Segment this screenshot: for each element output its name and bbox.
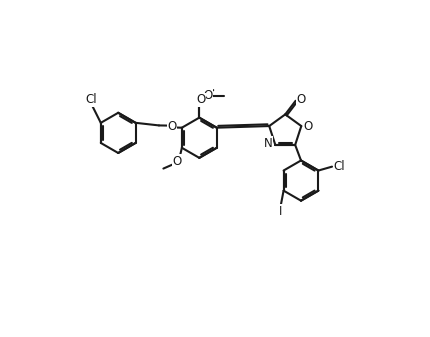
Text: O: O [172,155,181,168]
Text: O: O [304,120,313,132]
Text: Cl: Cl [333,160,345,173]
Text: Cl: Cl [85,93,97,106]
Text: O: O [167,120,177,133]
Text: O: O [196,93,206,106]
Text: I: I [280,205,283,218]
Text: O: O [297,93,306,106]
Text: O: O [203,89,212,102]
Text: N: N [264,137,273,150]
